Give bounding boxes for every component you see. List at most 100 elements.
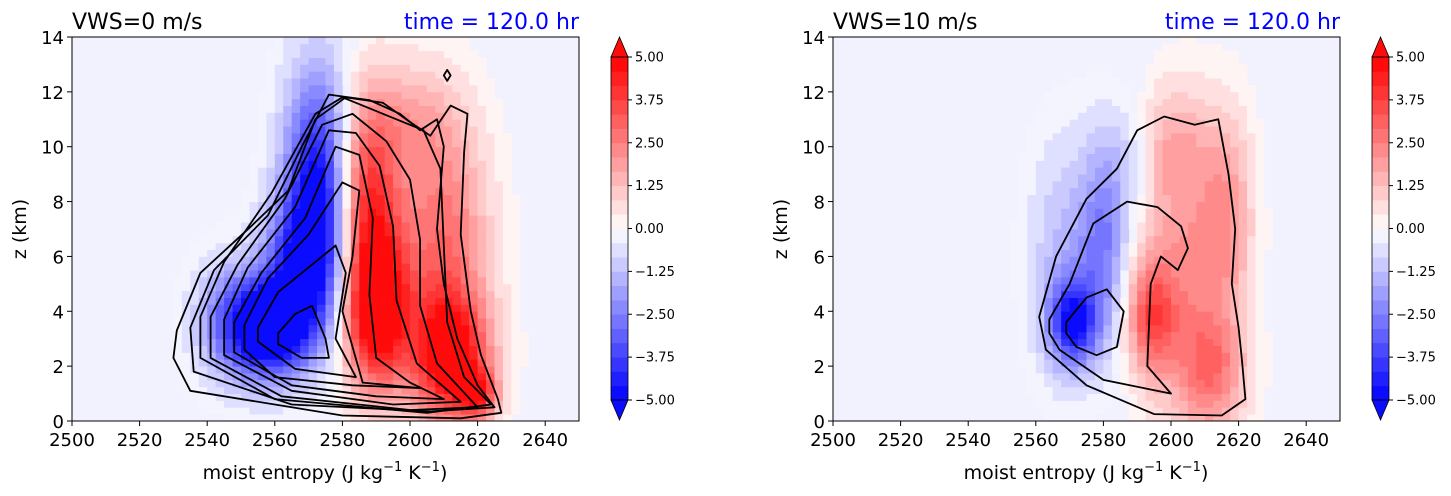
- heatmap-cell: [1154, 208, 1163, 216]
- heatmap-cell: [350, 379, 360, 388]
- heatmap-cell: [1213, 187, 1223, 196]
- heatmap-cell: [1052, 283, 1062, 292]
- heatmap-cell: [1196, 222, 1206, 230]
- heatmap-cell: [215, 379, 225, 388]
- heatmap-cell: [325, 331, 335, 340]
- heatmap-cell: [1154, 242, 1163, 250]
- colorbar-segment: [1372, 285, 1389, 301]
- heatmap-cell: [1221, 325, 1231, 333]
- heatmap-cell: [291, 277, 301, 285]
- heatmap-cell: [367, 400, 377, 408]
- heatmap-cell: [1238, 153, 1248, 161]
- heatmap-cell: [1247, 146, 1256, 154]
- heatmap-cell: [511, 194, 521, 202]
- heatmap-cell: [384, 222, 394, 230]
- heatmap-cell: [249, 379, 259, 388]
- y-tick-label: 8: [53, 193, 64, 214]
- heatmap-cell: [452, 249, 462, 257]
- heatmap-cell: [1111, 208, 1121, 216]
- heatmap-cell: [1255, 174, 1265, 182]
- heatmap-cell: [274, 311, 284, 319]
- heatmap-cell: [1094, 270, 1104, 278]
- heatmap-cell: [1145, 318, 1155, 326]
- heatmap-cell: [291, 133, 301, 141]
- heatmap-cell: [1221, 345, 1231, 353]
- heatmap-cell: [486, 146, 495, 154]
- heatmap-cell: [1179, 208, 1189, 216]
- heatmap-cell: [1128, 146, 1138, 154]
- heatmap-cell: [1061, 373, 1070, 381]
- heatmap-cell: [350, 242, 360, 250]
- heatmap-cell: [1027, 208, 1037, 216]
- heatmap-cell: [1204, 304, 1214, 312]
- heatmap-cell: [511, 352, 521, 360]
- heatmap-cell: [1187, 414, 1197, 422]
- heatmap-cell: [1154, 256, 1163, 264]
- colorbar-tick-label: −1.25: [1396, 265, 1436, 280]
- heatmap-cell: [325, 146, 335, 154]
- heatmap-cell: [350, 331, 360, 340]
- heatmap-cell: [1052, 290, 1062, 298]
- heatmap-cell: [350, 174, 360, 182]
- heatmap-cell: [443, 194, 453, 202]
- heatmap-cell: [486, 331, 495, 340]
- heatmap-cell: [300, 91, 309, 100]
- heatmap-cell: [1061, 160, 1070, 168]
- heatmap-cell: [1120, 133, 1130, 141]
- heatmap-cell: [1010, 263, 1020, 271]
- heatmap-cell: [1111, 119, 1121, 127]
- heatmap-cell: [1111, 235, 1121, 244]
- heatmap-cell: [291, 64, 301, 72]
- heatmap-cell: [1044, 331, 1054, 340]
- heatmap-cell: [291, 270, 301, 278]
- heatmap-cell: [452, 283, 462, 292]
- heatmap-cell: [1044, 242, 1054, 250]
- heatmap-cell: [1162, 304, 1172, 312]
- heatmap-cell: [198, 359, 208, 367]
- heatmap-cell: [1162, 318, 1172, 326]
- heatmap-cell: [1213, 242, 1223, 250]
- heatmap-cell: [1187, 242, 1197, 250]
- colorbar-tick-label: 1.25: [1396, 179, 1425, 194]
- heatmap-cell: [1027, 139, 1037, 148]
- colorbar-tick-label: −3.75: [635, 351, 675, 366]
- heatmap-cell: [511, 229, 521, 237]
- heatmap-cell: [359, 160, 369, 168]
- heatmap-cell: [486, 208, 495, 216]
- heatmap-cell: [1196, 139, 1206, 148]
- heatmap-cell: [1187, 249, 1197, 257]
- heatmap-cell: [257, 379, 267, 388]
- heatmap-cell: [1103, 304, 1113, 312]
- heatmap-cell: [1027, 290, 1037, 298]
- right-xlabel-main: moist entropy (J kg: [964, 462, 1144, 484]
- heatmap-cell: [1010, 283, 1020, 292]
- heatmap-cell: [367, 50, 377, 58]
- heatmap-cell: [511, 297, 521, 305]
- heatmap-cell: [317, 98, 326, 106]
- heatmap-cell: [1111, 229, 1121, 237]
- heatmap-cell: [1187, 215, 1197, 223]
- heatmap-cell: [1162, 352, 1172, 360]
- heatmap-cell: [1238, 174, 1248, 182]
- heatmap-cell: [1247, 263, 1256, 271]
- heatmap-cell: [460, 181, 470, 189]
- heatmap-cell: [308, 201, 318, 209]
- heatmap-cell: [1204, 338, 1214, 346]
- heatmap-cell: [1179, 283, 1189, 292]
- heatmap-cell: [401, 215, 411, 223]
- heatmap-cell: [426, 160, 436, 168]
- heatmap-cell: [1111, 331, 1121, 340]
- heatmap-cell: [249, 373, 259, 381]
- heatmap-cell: [1255, 325, 1265, 333]
- heatmap-cell: [1204, 98, 1214, 106]
- heatmap-cell: [1078, 105, 1087, 113]
- heatmap-cell: [1061, 146, 1070, 154]
- heatmap-cell: [1128, 194, 1138, 202]
- heatmap-cell: [1061, 174, 1070, 182]
- heatmap-cell: [207, 400, 217, 408]
- heatmap-cell: [207, 352, 217, 360]
- heatmap-cell: [1111, 160, 1121, 168]
- colorbar-segment: [1372, 371, 1389, 387]
- heatmap-cell: [1078, 414, 1087, 422]
- heatmap-cell: [1078, 242, 1087, 250]
